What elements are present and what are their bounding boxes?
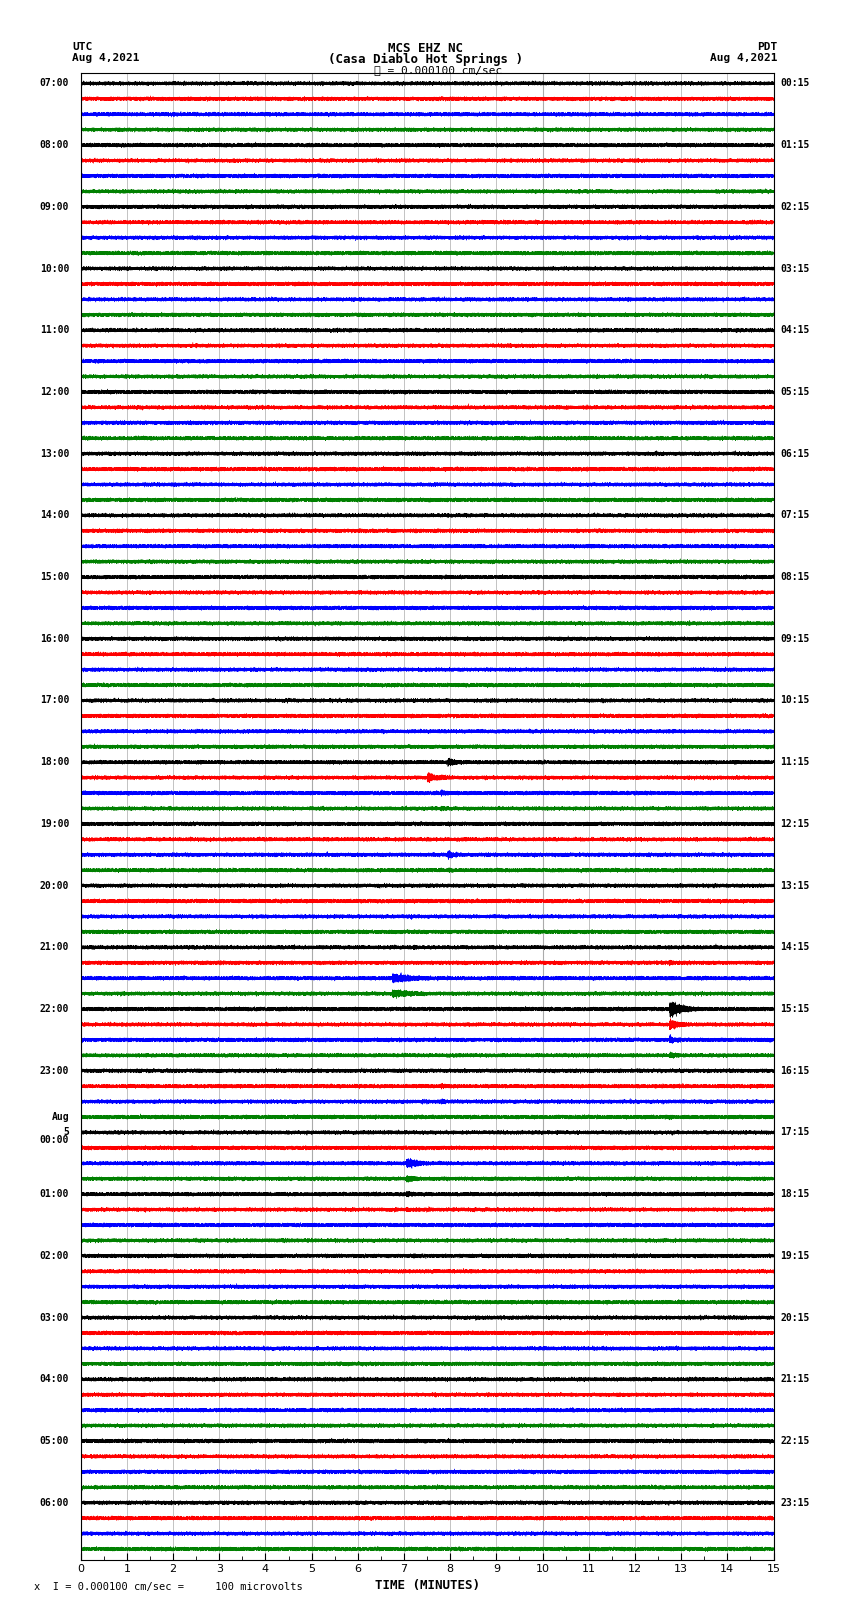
Text: 10:15: 10:15 — [780, 695, 810, 705]
Text: 5: 5 — [64, 1127, 69, 1137]
Text: 03:00: 03:00 — [40, 1313, 69, 1323]
Text: 16:00: 16:00 — [40, 634, 69, 644]
Text: 11:00: 11:00 — [40, 326, 69, 336]
Text: Aug: Aug — [52, 1111, 69, 1123]
Text: 14:00: 14:00 — [40, 510, 69, 521]
Text: 20:00: 20:00 — [40, 881, 69, 890]
Text: 04:15: 04:15 — [780, 326, 810, 336]
Text: 17:15: 17:15 — [780, 1127, 810, 1137]
Text: 09:15: 09:15 — [780, 634, 810, 644]
Text: MCS EHZ NC: MCS EHZ NC — [388, 42, 462, 55]
Text: 13:15: 13:15 — [780, 881, 810, 890]
Text: 02:00: 02:00 — [40, 1250, 69, 1261]
Text: 06:15: 06:15 — [780, 448, 810, 458]
Text: 23:00: 23:00 — [40, 1066, 69, 1076]
Text: 07:15: 07:15 — [780, 510, 810, 521]
Text: ⎳ = 0.000100 cm/sec: ⎳ = 0.000100 cm/sec — [374, 65, 502, 74]
Text: 16:15: 16:15 — [780, 1066, 810, 1076]
Text: 15:15: 15:15 — [780, 1003, 810, 1015]
Text: 13:00: 13:00 — [40, 448, 69, 458]
Text: 01:00: 01:00 — [40, 1189, 69, 1198]
Text: 19:15: 19:15 — [780, 1250, 810, 1261]
Text: 14:15: 14:15 — [780, 942, 810, 952]
Text: 08:15: 08:15 — [780, 573, 810, 582]
Text: x  I = 0.000100 cm/sec =     100 microvolts: x I = 0.000100 cm/sec = 100 microvolts — [34, 1582, 303, 1592]
Text: 07:00: 07:00 — [40, 79, 69, 89]
Text: 02:15: 02:15 — [780, 202, 810, 211]
Text: Aug 4,2021: Aug 4,2021 — [711, 53, 778, 63]
Text: 21:15: 21:15 — [780, 1374, 810, 1384]
Text: 10:00: 10:00 — [40, 263, 69, 274]
Text: 17:00: 17:00 — [40, 695, 69, 705]
Text: 22:15: 22:15 — [780, 1436, 810, 1445]
Text: Aug 4,2021: Aug 4,2021 — [72, 53, 139, 63]
Text: 04:00: 04:00 — [40, 1374, 69, 1384]
Text: 06:00: 06:00 — [40, 1498, 69, 1508]
Text: 22:00: 22:00 — [40, 1003, 69, 1015]
Text: PDT: PDT — [757, 42, 778, 52]
Text: 03:15: 03:15 — [780, 263, 810, 274]
Text: 08:00: 08:00 — [40, 140, 69, 150]
Text: 00:00: 00:00 — [40, 1136, 69, 1145]
X-axis label: TIME (MINUTES): TIME (MINUTES) — [375, 1579, 479, 1592]
Text: 11:15: 11:15 — [780, 756, 810, 768]
Text: 18:00: 18:00 — [40, 756, 69, 768]
Text: 12:00: 12:00 — [40, 387, 69, 397]
Text: 15:00: 15:00 — [40, 573, 69, 582]
Text: 21:00: 21:00 — [40, 942, 69, 952]
Text: 19:00: 19:00 — [40, 819, 69, 829]
Text: UTC: UTC — [72, 42, 93, 52]
Text: 23:15: 23:15 — [780, 1498, 810, 1508]
Text: 00:15: 00:15 — [780, 79, 810, 89]
Text: (Casa Diablo Hot Springs ): (Casa Diablo Hot Springs ) — [327, 53, 523, 66]
Text: 05:00: 05:00 — [40, 1436, 69, 1445]
Text: 12:15: 12:15 — [780, 819, 810, 829]
Text: 01:15: 01:15 — [780, 140, 810, 150]
Text: 05:15: 05:15 — [780, 387, 810, 397]
Text: 20:15: 20:15 — [780, 1313, 810, 1323]
Text: 09:00: 09:00 — [40, 202, 69, 211]
Text: 18:15: 18:15 — [780, 1189, 810, 1198]
